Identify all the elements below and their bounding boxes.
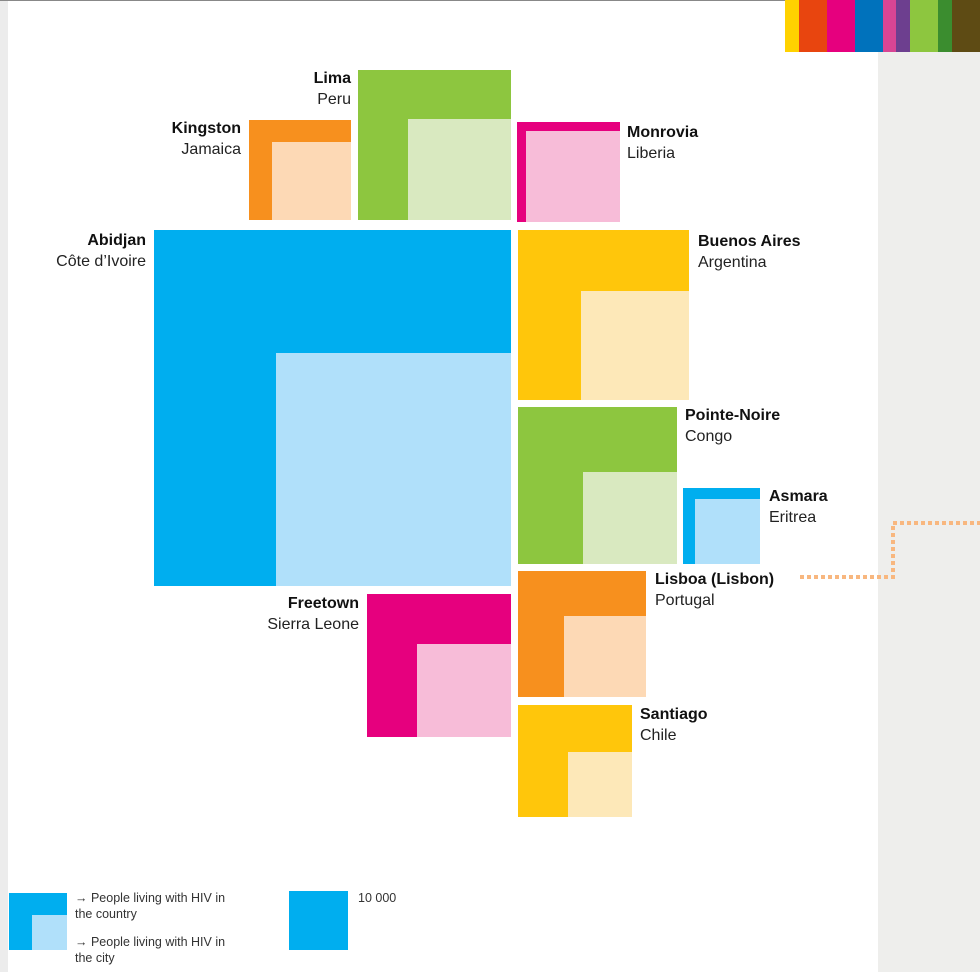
country-name: Eritrea <box>769 509 817 526</box>
city-label: Monrovia Liberia <box>627 122 698 164</box>
city-name: Monrovia <box>627 124 699 141</box>
country-name: Liberia <box>627 145 676 162</box>
city-name: Buenos Aires <box>698 233 801 250</box>
left-strip <box>0 0 8 972</box>
city-label: Lima Peru <box>314 68 351 110</box>
city-name: Santiago <box>640 706 708 723</box>
city-label: Abidjan Côte d’Ivoire <box>56 230 146 272</box>
city-label: Lisboa (Lisbon) Portugal <box>655 569 774 611</box>
city-label: Buenos Aires Argentina <box>698 231 801 273</box>
city-name: Pointe-Noire <box>685 407 781 424</box>
city-label: Asmara Eritrea <box>769 486 828 528</box>
city-name: Kingston <box>171 120 241 137</box>
country-name: Peru <box>317 91 351 108</box>
city-label: Kingston Jamaica <box>172 118 241 160</box>
country-name: Argentina <box>698 254 767 271</box>
city-square <box>408 119 511 220</box>
city-name: Abidjan <box>87 232 146 249</box>
legend-city: → People living with HIV in the city <box>75 935 226 965</box>
country-name: Portugal <box>655 592 715 609</box>
city-name: Freetown <box>287 595 359 612</box>
country-name: Jamaica <box>181 141 241 158</box>
city-name: Lisboa (Lisbon) <box>655 571 775 588</box>
city-name: Lima <box>313 70 351 87</box>
city-square <box>526 131 620 222</box>
top-rule <box>0 0 785 1</box>
city-square <box>583 472 677 564</box>
country-name: Congo <box>685 428 733 445</box>
city-square <box>581 291 689 400</box>
city-label: Freetown Sierra Leone <box>267 593 359 635</box>
city-square <box>272 142 351 220</box>
country-name: Sierra Leone <box>267 616 359 633</box>
city-square <box>568 752 632 817</box>
legend-scale: 10 000 <box>358 891 397 905</box>
country-name: Côte d’Ivoire <box>56 253 146 270</box>
city-square <box>417 644 511 737</box>
country-name: Chile <box>640 727 677 744</box>
city-label: Santiago Chile <box>640 704 708 746</box>
legend-scale-square <box>289 891 348 950</box>
city-label: Pointe-Noire Congo <box>685 405 780 447</box>
city-square <box>276 353 511 586</box>
right-strip <box>878 52 980 972</box>
color-bars <box>785 0 980 52</box>
city-name: Asmara <box>769 488 828 505</box>
legend-country: → People living with HIV in the country <box>75 891 226 921</box>
legend-city-square <box>32 915 67 950</box>
city-square <box>564 616 646 697</box>
city-square <box>695 499 760 564</box>
